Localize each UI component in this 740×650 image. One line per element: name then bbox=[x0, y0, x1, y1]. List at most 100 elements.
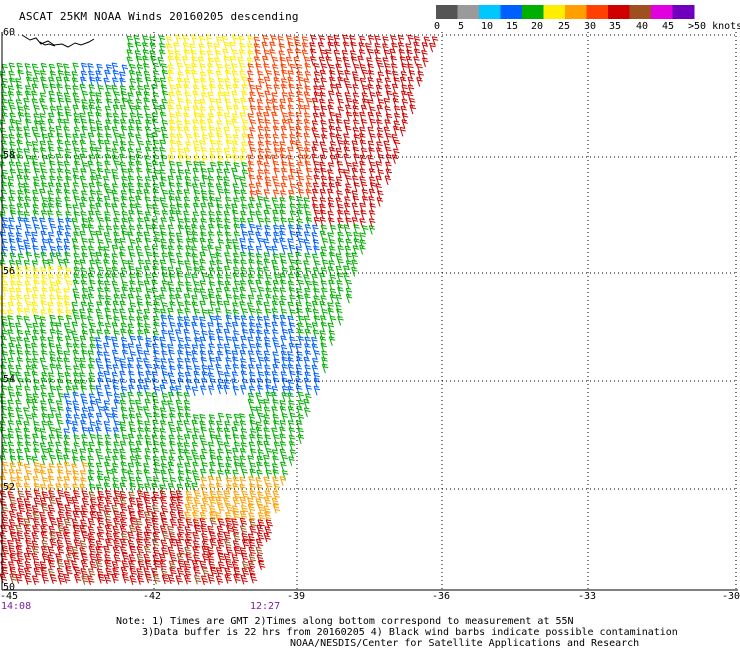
wind-barb bbox=[264, 342, 271, 353]
wind-barb bbox=[207, 167, 214, 178]
wind-barb bbox=[247, 63, 254, 73]
wind-barb bbox=[63, 491, 72, 501]
wind-barb bbox=[9, 274, 17, 284]
wind-barb bbox=[177, 154, 184, 164]
wind-barb bbox=[95, 70, 102, 81]
wind-barb bbox=[88, 267, 95, 278]
wind-barb bbox=[231, 350, 239, 361]
wind-barb bbox=[96, 197, 104, 207]
wind-barb bbox=[167, 251, 175, 262]
wind-barb bbox=[81, 441, 89, 451]
wind-barb bbox=[401, 119, 408, 129]
wind-barb bbox=[113, 433, 121, 444]
wind-barb bbox=[176, 533, 185, 543]
wind-barb bbox=[319, 112, 326, 122]
wind-barb bbox=[169, 554, 178, 564]
wind-barb bbox=[176, 420, 184, 431]
wind-barb bbox=[385, 154, 393, 164]
wind-barb bbox=[71, 330, 78, 341]
wind-barb bbox=[7, 428, 14, 438]
wind-barb bbox=[143, 553, 151, 564]
wind-barb bbox=[39, 294, 47, 305]
wind-barb bbox=[153, 477, 160, 487]
wind-barb bbox=[271, 463, 279, 473]
wind-barb bbox=[129, 378, 136, 389]
wind-barb bbox=[42, 259, 49, 270]
wind-barb bbox=[87, 413, 95, 423]
wind-barb bbox=[279, 98, 286, 109]
wind-barb bbox=[55, 280, 62, 290]
lat-label-52: 52 bbox=[3, 482, 16, 493]
wind-barb bbox=[16, 559, 24, 570]
wind-barb bbox=[201, 497, 210, 508]
wind-barb bbox=[56, 336, 64, 347]
wind-barb bbox=[160, 238, 167, 249]
wind-barb bbox=[49, 294, 56, 305]
wind-barb bbox=[160, 63, 168, 73]
wind-barb bbox=[24, 231, 32, 242]
wind-barb bbox=[87, 293, 95, 304]
wind-barb bbox=[423, 36, 431, 47]
wind-barb bbox=[342, 56, 350, 67]
wind-barb bbox=[159, 197, 166, 207]
wind-barb bbox=[64, 84, 72, 95]
wind-barb bbox=[297, 188, 305, 199]
wind-barb bbox=[313, 133, 321, 143]
wind-barb bbox=[80, 568, 88, 578]
wind-barb bbox=[240, 259, 247, 270]
wind-barb bbox=[193, 524, 202, 535]
legend-label: 0 bbox=[434, 21, 441, 32]
wind-barb bbox=[305, 385, 312, 395]
wind-barb bbox=[289, 259, 297, 269]
wind-barb bbox=[313, 295, 320, 306]
wind-barb bbox=[95, 76, 102, 87]
wind-barb bbox=[16, 512, 24, 522]
wind-barb bbox=[225, 560, 233, 571]
wind-barb bbox=[296, 356, 303, 367]
wind-barb bbox=[217, 161, 224, 171]
wind-barb bbox=[144, 245, 151, 256]
wind-barb bbox=[232, 309, 240, 319]
wind-barb bbox=[17, 106, 24, 116]
wind-barb bbox=[57, 265, 64, 276]
wind-barb bbox=[32, 245, 39, 255]
wind-barb bbox=[288, 189, 295, 200]
wind-barb bbox=[119, 482, 126, 493]
wind-barb bbox=[121, 286, 128, 297]
wind-barb bbox=[257, 519, 265, 529]
wind-barb bbox=[225, 512, 233, 522]
wind-barb bbox=[320, 267, 328, 277]
wind-barb bbox=[185, 133, 193, 144]
wind-barb bbox=[121, 560, 129, 570]
wind-barb bbox=[105, 91, 112, 102]
wind-barb bbox=[71, 560, 79, 571]
wind-barb bbox=[184, 526, 192, 536]
wind-barb bbox=[103, 406, 110, 416]
wind-barb bbox=[112, 567, 120, 578]
wind-barb bbox=[169, 533, 177, 543]
wind-barb bbox=[232, 209, 239, 220]
wind-barb bbox=[126, 56, 133, 67]
wind-barb bbox=[184, 503, 192, 514]
wind-barb bbox=[249, 468, 256, 479]
wind-barb bbox=[47, 568, 56, 579]
wind-barb bbox=[288, 92, 295, 102]
wind-barb bbox=[177, 412, 184, 423]
wind-barb bbox=[376, 141, 383, 152]
wind-barb bbox=[104, 211, 111, 221]
wind-barb bbox=[143, 358, 150, 368]
wind-barb bbox=[112, 104, 120, 115]
wind-barb bbox=[231, 526, 240, 536]
wind-barb bbox=[112, 77, 119, 88]
wind-barb bbox=[257, 356, 265, 367]
wind-barb bbox=[208, 420, 215, 430]
wind-barb bbox=[390, 55, 397, 66]
wind-barb bbox=[223, 379, 231, 389]
wind-barb bbox=[337, 168, 345, 179]
wind-barb bbox=[40, 300, 48, 311]
wind-barb bbox=[233, 259, 240, 269]
wind-barb bbox=[225, 336, 232, 346]
wind-barb bbox=[256, 524, 264, 535]
wind-barb bbox=[104, 216, 112, 227]
wind-barb bbox=[56, 567, 65, 578]
